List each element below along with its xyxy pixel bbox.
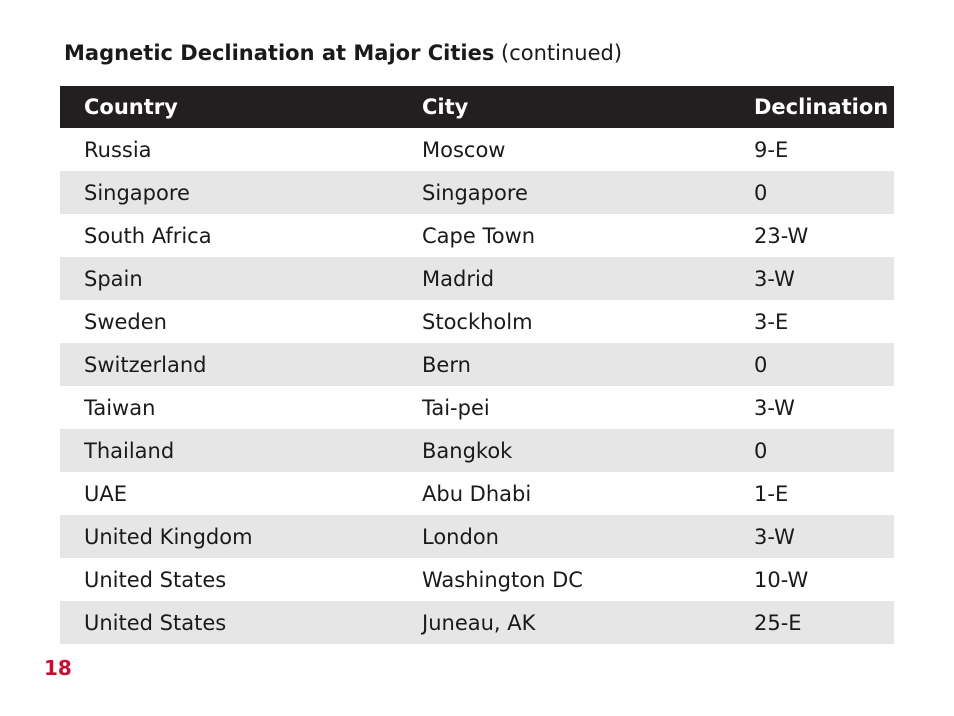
declination-cell: 3-W <box>754 395 795 420</box>
declination-cell: 1-E <box>754 481 789 506</box>
table-row: Thailand Bangkok 0 <box>60 429 894 472</box>
title-text: Magnetic Declination at Major Cities <box>64 41 495 65</box>
table-row: United Kingdom London 3-W <box>60 515 894 558</box>
table-row: United States Juneau, AK 25-E <box>60 601 894 644</box>
declination-cell: 23-W <box>754 223 809 248</box>
table-row: Singapore Singapore 0 <box>60 171 894 214</box>
city-cell: Madrid <box>422 266 495 291</box>
city-cell: Cape Town <box>422 223 536 248</box>
city-cell: London <box>422 524 499 549</box>
country-cell: Russia <box>84 137 152 162</box>
city-cell: Tai-pei <box>422 395 490 420</box>
country-cell: United Kingdom <box>84 524 253 549</box>
declination-cell: 0 <box>754 180 768 205</box>
table-row: United States Washington DC 10-W <box>60 558 894 601</box>
city-cell: Stockholm <box>422 309 533 334</box>
country-cell: Thailand <box>84 438 175 463</box>
city-cell: Singapore <box>422 180 528 205</box>
column-header-city: City <box>422 95 469 119</box>
country-cell: South Africa <box>84 223 212 248</box>
table-row: Taiwan Tai-pei 3-W <box>60 386 894 429</box>
table-row: UAE Abu Dhabi 1-E <box>60 472 894 515</box>
city-cell: Bern <box>422 352 471 377</box>
country-cell: United States <box>84 567 227 592</box>
country-cell: Switzerland <box>84 352 207 377</box>
country-cell: Sweden <box>84 309 167 334</box>
declination-cell: 10-W <box>754 567 809 592</box>
declination-cell: 25-E <box>754 610 802 635</box>
declination-cell: 0 <box>754 438 768 463</box>
country-cell: Singapore <box>84 180 190 205</box>
table-header-row: Country City Declination <box>60 86 894 128</box>
declination-cell: 0 <box>754 352 768 377</box>
column-header-country: Country <box>84 95 178 119</box>
table-row: Russia Moscow 9-E <box>60 128 894 171</box>
city-cell: Bangkok <box>422 438 513 463</box>
column-header-declination: Declination <box>754 95 889 119</box>
declination-cell: 9-E <box>754 137 789 162</box>
country-cell: UAE <box>84 481 128 506</box>
title-suffix: (continued) <box>501 41 623 65</box>
declination-cell: 3-E <box>754 309 789 334</box>
table-row: Spain Madrid 3-W <box>60 257 894 300</box>
city-cell: Washington DC <box>422 567 583 592</box>
city-cell: Moscow <box>422 137 506 162</box>
table-row: South Africa Cape Town 23-W <box>60 214 894 257</box>
city-cell: Abu Dhabi <box>422 481 532 506</box>
declination-table: Country City Declination Russia Moscow 9… <box>60 86 894 644</box>
city-cell: Juneau, AK <box>422 610 536 635</box>
page-title: Magnetic Declination at Major Cities (co… <box>64 38 622 68</box>
country-cell: Taiwan <box>84 395 156 420</box>
table-row: Switzerland Bern 0 <box>60 343 894 386</box>
declination-cell: 3-W <box>754 266 795 291</box>
page-number: 18 <box>44 656 72 680</box>
table-row: Sweden Stockholm 3-E <box>60 300 894 343</box>
country-cell: Spain <box>84 266 143 291</box>
declination-cell: 3-W <box>754 524 795 549</box>
country-cell: United States <box>84 610 227 635</box>
